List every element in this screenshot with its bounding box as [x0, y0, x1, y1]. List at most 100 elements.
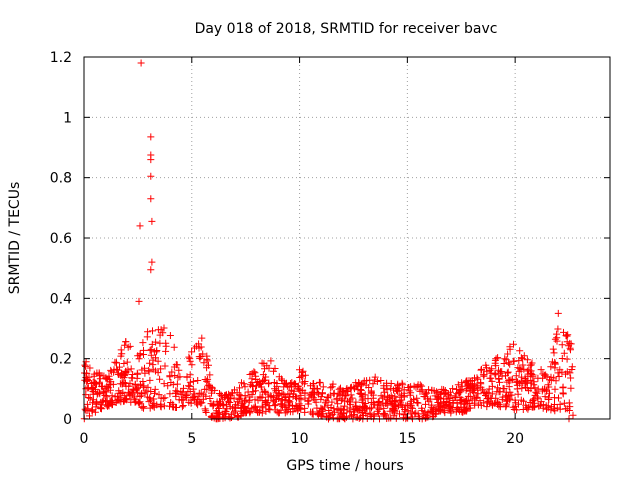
data-point: [301, 371, 309, 379]
data-points: [80, 59, 577, 423]
data-point: [537, 366, 545, 374]
data-point: [89, 378, 97, 386]
data-point: [170, 343, 178, 351]
data-point: [259, 388, 267, 396]
data-point: [409, 404, 416, 412]
data-point: [477, 366, 485, 374]
data-point: [190, 395, 198, 403]
data-point: [118, 350, 126, 358]
data-point: [208, 414, 216, 421]
data-point: [510, 406, 518, 413]
data-point: [350, 383, 358, 391]
data-point: [252, 372, 260, 380]
data-point: [225, 390, 233, 398]
data-point: [425, 397, 433, 405]
data-point: [508, 376, 516, 384]
data-point: [201, 405, 209, 413]
data-point: [453, 404, 461, 412]
data-point: [151, 385, 159, 393]
data-point: [175, 366, 183, 374]
data-point: [336, 391, 344, 399]
data-point: [437, 390, 445, 398]
data-point: [256, 408, 263, 416]
data-point: [135, 355, 143, 363]
data-point: [494, 384, 502, 392]
data-point: [359, 408, 367, 416]
data-point: [446, 403, 454, 411]
data-point: [201, 385, 209, 393]
data-point: [333, 394, 341, 402]
data-point: [554, 309, 562, 317]
data-point: [82, 391, 90, 399]
data-point: [228, 414, 235, 421]
data-point: [262, 373, 270, 381]
data-point: [147, 396, 154, 404]
data-point: [104, 384, 112, 392]
data-point: [397, 399, 405, 407]
data-point: [296, 366, 303, 374]
data-point: [93, 399, 101, 407]
data-point: [535, 402, 543, 410]
data-point: [197, 343, 205, 351]
data-point: [522, 384, 529, 391]
data-point: [466, 387, 474, 395]
data-point: [328, 398, 336, 406]
data-point: [534, 393, 541, 401]
data-point: [537, 398, 545, 406]
data-point: [240, 403, 247, 411]
data-point: [339, 395, 347, 403]
data-point: [440, 407, 448, 415]
data-point: [188, 361, 196, 369]
data-point: [449, 385, 457, 393]
data-point: [292, 405, 300, 413]
data-point: [316, 379, 324, 387]
data-point: [492, 371, 500, 379]
data-point: [149, 327, 156, 335]
data-point: [203, 352, 211, 360]
data-point: [267, 357, 275, 365]
data-point: [259, 404, 267, 412]
data-point: [145, 368, 153, 376]
data-point: [301, 408, 309, 416]
data-point: [518, 384, 526, 392]
data-point: [514, 390, 522, 398]
data-point: [205, 382, 213, 390]
data-point: [567, 340, 575, 348]
data-point: [404, 407, 412, 415]
data-point: [362, 404, 370, 412]
y-tick-label: 0.8: [50, 171, 72, 187]
data-point: [549, 345, 557, 353]
data-point: [241, 397, 248, 405]
data-point: [466, 404, 474, 412]
data-point: [462, 377, 470, 385]
data-point: [299, 386, 307, 394]
data-point: [273, 380, 281, 387]
data-point: [365, 384, 373, 391]
data-point: [380, 392, 388, 400]
data-point: [399, 414, 407, 422]
data-point: [260, 360, 268, 368]
data-point: [311, 384, 319, 392]
data-point: [206, 371, 214, 379]
data-point: [194, 401, 202, 409]
data-point: [240, 380, 248, 388]
x-tick-label: 20: [506, 431, 524, 447]
data-point: [418, 387, 426, 395]
data-point: [454, 381, 462, 389]
data-point: [560, 328, 567, 336]
data-point: [99, 396, 107, 404]
data-point: [147, 266, 155, 274]
data-point: [441, 390, 449, 397]
data-point: [278, 377, 286, 385]
data-point: [515, 400, 522, 408]
data-point: [387, 414, 395, 422]
data-point: [434, 389, 442, 397]
data-point: [253, 382, 260, 390]
y-tick-label: 0.4: [50, 291, 72, 307]
x-tick-label: 15: [398, 431, 416, 447]
x-tick-label: 5: [187, 431, 196, 447]
data-point: [231, 386, 238, 394]
data-point: [456, 393, 464, 401]
data-point: [111, 358, 119, 366]
